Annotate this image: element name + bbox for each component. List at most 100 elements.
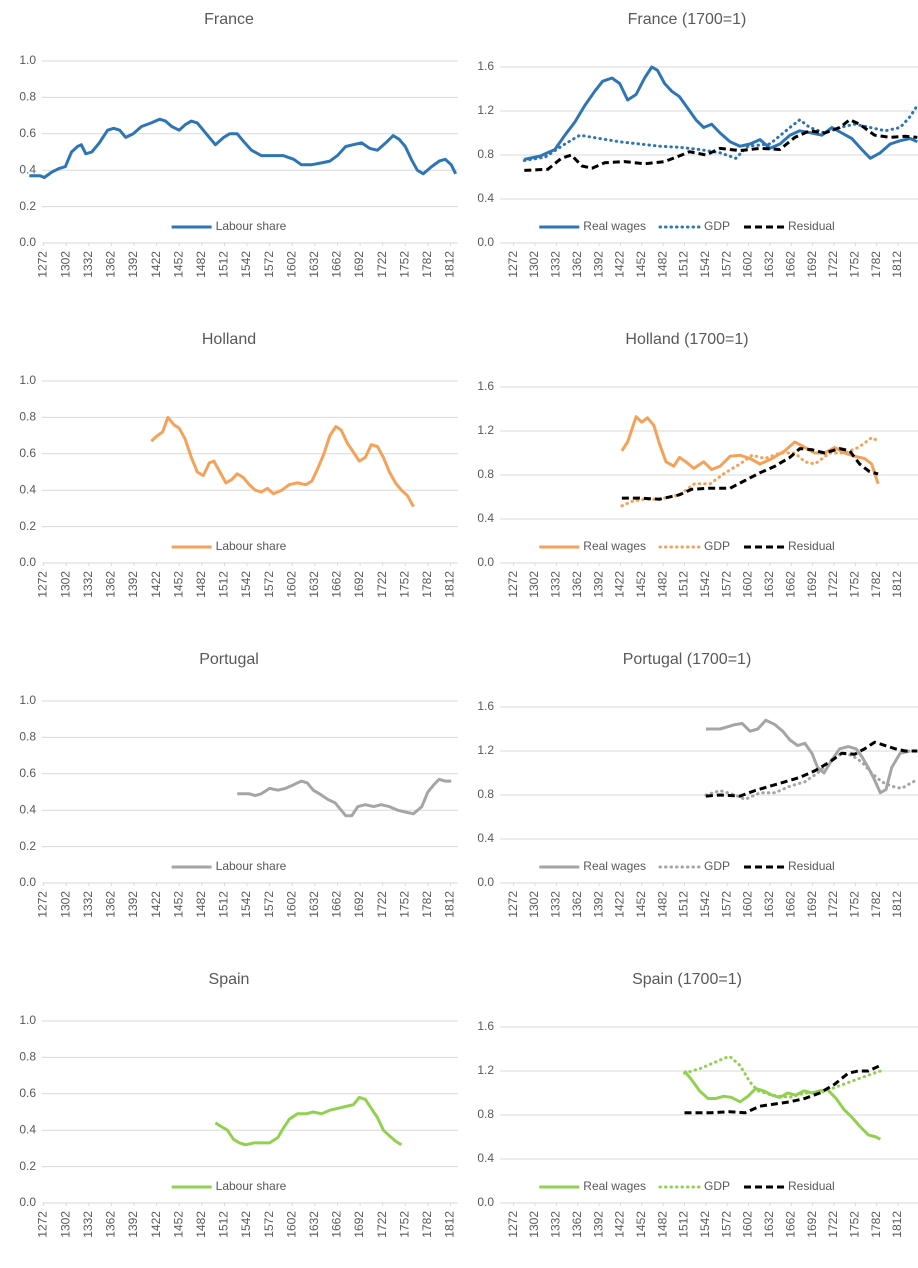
y-tick-label: 0.0 [477, 555, 494, 569]
x-tick-label: 1362 [570, 891, 584, 918]
x-tick-label: 1482 [194, 571, 208, 598]
x-tick-label: 1572 [719, 891, 733, 918]
x-tick-label: 1362 [570, 1211, 584, 1238]
y-tick-label: 1.0 [19, 53, 36, 67]
x-tick-label: 1332 [549, 251, 563, 278]
y-tick-label: 0.8 [477, 467, 494, 481]
legend-item: Residual [744, 219, 835, 233]
x-tick-label: 1632 [307, 891, 321, 918]
x-tick-label: 1272 [36, 1211, 50, 1238]
x-tick-label: 1722 [375, 891, 389, 918]
x-tick-label: 1662 [330, 571, 344, 598]
legend-item: GDP [658, 859, 730, 873]
chart-panel: Spain 0.0 0.2 0.4 0.6 0.8 1.0 1272 1302 1332 1362 1… [19, 971, 458, 1238]
x-tick-label: 1662 [330, 251, 344, 278]
legend-item: Residual [744, 539, 835, 553]
x-tick-label: 1362 [104, 571, 118, 598]
x-tick-label: 1812 [890, 251, 904, 278]
x-tick-label: 1272 [36, 891, 50, 918]
x-tick-label: 1752 [848, 891, 862, 918]
x-tick-label: 1782 [869, 891, 883, 918]
x-tick-label: 1572 [262, 571, 276, 598]
y-tick-label: 1.2 [477, 103, 494, 117]
x-tick-label: 1692 [805, 251, 819, 278]
series-line [705, 718, 911, 795]
y-tick-label: 0.6 [19, 446, 36, 460]
x-tick-label: 1482 [194, 891, 208, 918]
y-tick-label: 0.4 [477, 511, 494, 525]
x-tick-label: 1692 [805, 1211, 819, 1238]
legend-label: Real wages [583, 1179, 646, 1193]
legend-label: GDP [704, 859, 730, 873]
y-tick-label: 1.6 [477, 699, 494, 713]
x-tick-label: 1362 [570, 571, 584, 598]
x-tick-label: 1632 [762, 251, 776, 278]
x-tick-label: 1332 [81, 1211, 95, 1238]
series-line [621, 447, 879, 501]
x-tick-label: 1752 [397, 571, 411, 598]
x-tick-label: 1362 [570, 251, 584, 278]
y-tick-label: 0.8 [19, 1050, 36, 1064]
x-tick-label: 1302 [58, 251, 72, 278]
y-tick-label: 0.2 [19, 1159, 36, 1173]
y-tick-label: 0.6 [19, 1086, 36, 1100]
x-tick-label: 1452 [634, 251, 648, 278]
x-tick-label: 1692 [805, 571, 819, 598]
y-tick-label: 0.2 [19, 839, 36, 853]
y-tick-label: 0.0 [477, 875, 494, 889]
chart-title: Portugal [199, 651, 259, 668]
legend-label: GDP [704, 1179, 730, 1193]
x-tick-label: 1452 [171, 251, 185, 278]
legend-label: Labour share [216, 859, 287, 873]
x-tick-label: 1392 [126, 891, 140, 918]
legend-item: Real wages [539, 859, 646, 873]
series-line [620, 415, 880, 485]
y-tick-label: 0.8 [477, 1107, 494, 1121]
x-tick-label: 1572 [719, 571, 733, 598]
x-tick-label: 1542 [698, 891, 712, 918]
x-tick-label: 1302 [527, 891, 541, 918]
x-tick-label: 1452 [634, 571, 648, 598]
legend-item: GDP [658, 219, 730, 233]
series-line [524, 118, 918, 172]
x-tick-label: 1482 [194, 1211, 208, 1238]
x-tick-label: 1632 [762, 1211, 776, 1238]
x-tick-label: 1782 [869, 1211, 883, 1238]
x-tick-label: 1692 [352, 1211, 366, 1238]
chart-panel: France 0.0 0.2 0.4 0.6 0.8 1.0 1272 1302 1332 1362… [19, 11, 458, 278]
x-tick-label: 1482 [655, 251, 669, 278]
x-tick-label: 1272 [506, 891, 520, 918]
y-tick-label: 0.2 [19, 199, 36, 213]
x-tick-label: 1272 [506, 571, 520, 598]
x-tick-label: 1332 [81, 251, 95, 278]
series-line [150, 415, 415, 508]
x-tick-label: 1752 [397, 1211, 411, 1238]
legend-label: GDP [704, 539, 730, 553]
legend-label: Real wages [583, 539, 646, 553]
chart-panel: Holland 0.0 0.2 0.4 0.6 0.8 1.0 1272 1302 1332 136… [19, 331, 458, 598]
y-tick-label: 1.2 [477, 423, 494, 437]
y-tick-label: 0.2 [19, 519, 36, 533]
x-tick-label: 1812 [890, 1211, 904, 1238]
x-tick-label: 1392 [591, 571, 605, 598]
chart-title: France [204, 11, 254, 28]
series-line [522, 104, 918, 162]
x-tick-label: 1482 [655, 891, 669, 918]
legend-item: GDP [658, 539, 730, 553]
x-tick-label: 1512 [217, 571, 231, 598]
x-tick-label: 1542 [239, 251, 253, 278]
x-tick-label: 1572 [262, 891, 276, 918]
x-tick-label: 1302 [58, 891, 72, 918]
series-line [523, 65, 918, 161]
x-tick-label: 1782 [420, 251, 434, 278]
x-tick-label: 1662 [783, 571, 797, 598]
x-tick-label: 1272 [36, 571, 50, 598]
chart-title: France (1700=1) [628, 11, 747, 28]
x-tick-label: 1452 [171, 571, 185, 598]
chart-title: Holland (1700=1) [625, 331, 748, 348]
x-tick-label: 1332 [549, 1211, 563, 1238]
y-tick-label: 0.6 [19, 766, 36, 780]
x-tick-label: 1392 [126, 1211, 140, 1238]
series-line [683, 1055, 882, 1099]
